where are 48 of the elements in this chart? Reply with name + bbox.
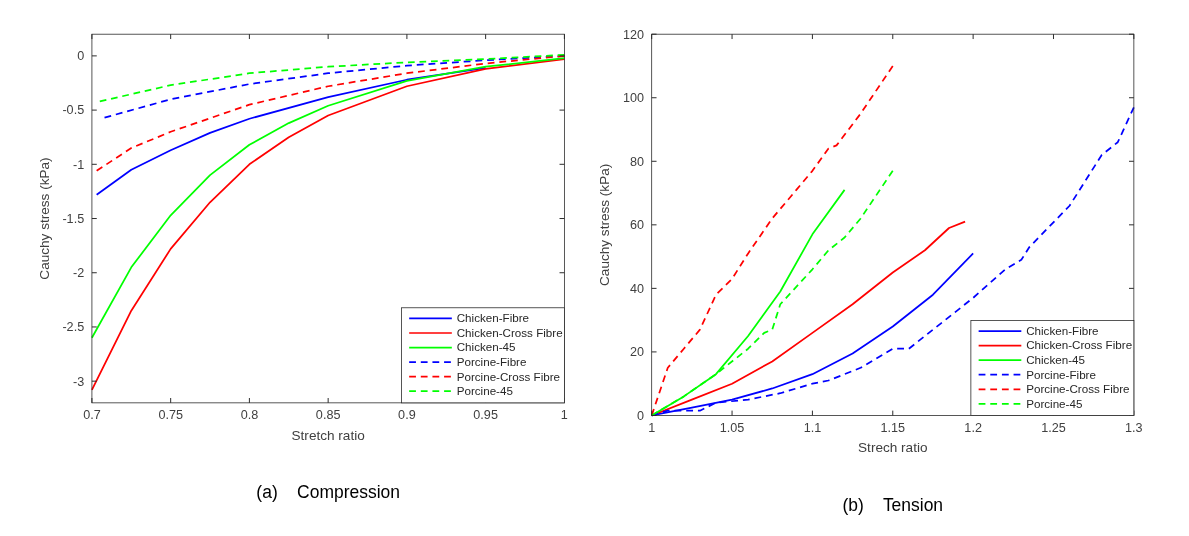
y-tick-label: -3 <box>72 374 85 389</box>
y-tick-label: 100 <box>622 91 644 106</box>
text: (a) Compression <box>256 481 400 502</box>
y-tick-label: -1 <box>72 157 85 172</box>
y-tick-label: 60 <box>629 218 644 233</box>
line-series <box>98 53 566 103</box>
y-tick-label: -0.5 <box>62 103 85 118</box>
x-axis-title: Strech ratio <box>858 440 928 456</box>
y-tick-label: 20 <box>629 345 644 360</box>
x-tick-label: 0.7 <box>83 408 101 423</box>
y-tick-label: 0 <box>636 408 644 423</box>
y-tick-label: -1.5 <box>62 211 85 226</box>
legend-label: Chicken-Cross Fibre <box>456 325 563 339</box>
y-tick-label: -2.5 <box>62 320 85 335</box>
x-tick-label: 1.2 <box>964 420 982 435</box>
y-axis-title: Cauchy stress (kPa) <box>37 157 53 280</box>
y-tick-label: 40 <box>629 281 644 296</box>
x-tick-label: 1.25 <box>1041 420 1066 435</box>
legend-label: Porcine-Cross Fibre <box>1026 382 1130 396</box>
line-series <box>91 57 566 339</box>
y-tick-label: 120 <box>622 27 644 42</box>
x-tick-label: 1.1 <box>803 420 822 435</box>
y-tick-label: -2 <box>72 266 85 281</box>
x-tick-label: 0.75 <box>158 408 183 423</box>
x-tick-label: 1.15 <box>880 420 906 435</box>
legend-label: Porcine-45 <box>1026 396 1083 410</box>
x-tick-label: 0.8 <box>240 408 259 423</box>
x-tick-label: 0.9 <box>398 408 416 423</box>
text: (b) Tension <box>842 494 944 515</box>
x-tick-label: 1.3 <box>1125 420 1143 435</box>
y-tick-label: 80 <box>629 154 644 169</box>
x-tick-label: 0.95 <box>473 408 498 423</box>
x-tick-label: 1.05 <box>719 420 745 435</box>
y-tick-label: 0 <box>77 49 85 64</box>
legend-label: Porcine-Fibre <box>456 354 527 368</box>
legend-label: Chicken-45 <box>1026 353 1085 367</box>
legend-label: Chicken-Cross Fibre <box>1026 338 1133 352</box>
legend-label: Porcine-45 <box>456 384 513 398</box>
legend-label: Porcine-Cross Fibre <box>456 369 561 383</box>
x-tick-label: 1 <box>560 408 568 423</box>
legend-label: Chicken-Fibre <box>1026 323 1099 337</box>
y-axis-title: Cauchy stress (kPa) <box>597 163 613 286</box>
x-axis-title: Stretch ratio <box>291 427 365 443</box>
x-tick-label: 1 <box>648 420 656 435</box>
legend-label: Chicken-45 <box>456 340 516 354</box>
legend-label: Chicken-Fibre <box>456 311 530 325</box>
x-tick-label: 0.85 <box>315 408 341 423</box>
legend-label: Porcine-Fibre <box>1026 367 1096 381</box>
